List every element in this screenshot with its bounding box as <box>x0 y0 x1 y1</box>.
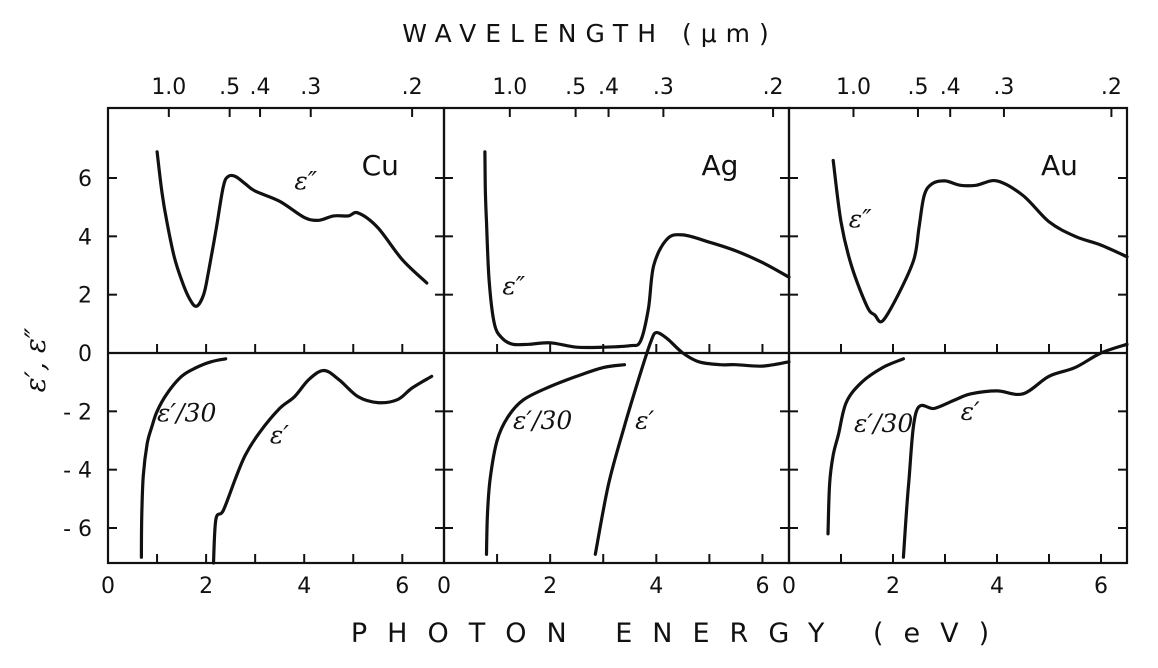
x-tick-label: 0 <box>782 574 796 599</box>
wavelength-tick-label: 1.0 <box>151 75 186 100</box>
wavelength-tick-label: .5 <box>219 75 240 100</box>
y-tick-label: 0 <box>78 342 92 367</box>
curve-au-eps2 <box>831 158 1129 324</box>
curve-label-eps2: ε″ <box>849 205 872 234</box>
wavelength-tick-label: .3 <box>993 75 1014 100</box>
wavelength-tick-label: .3 <box>653 75 674 100</box>
y-tick-label: 2 <box>78 284 92 309</box>
y-tick-label: 6 <box>78 167 92 192</box>
curve-label-eps2: ε″ <box>294 167 317 196</box>
x-tick-label: 6 <box>755 574 769 599</box>
curve-label-eps1-over-30: ε′/30 <box>513 406 572 435</box>
curve-label-eps1-over-30: ε′/30 <box>854 409 913 438</box>
wavelength-tick-label: .4 <box>940 75 961 100</box>
panel-label-au: Au <box>1041 149 1078 182</box>
x-tick-label: 4 <box>990 574 1004 599</box>
x-tick-label: 6 <box>395 574 409 599</box>
curve-cu-eps1-over-30 <box>139 357 228 559</box>
wavelength-tick-label: .4 <box>598 75 619 100</box>
x-tick-label: 2 <box>199 574 213 599</box>
panel-cu: 0 2 4 6 1.0 .5 .4 .3 .2 Cu ε″ ε′/30 ε′ <box>101 75 446 599</box>
curve-ag-eps1-over-30 <box>484 363 627 556</box>
x-tick-label: 0 <box>101 574 115 599</box>
x-tick-label: 4 <box>649 574 663 599</box>
x-tick-label: 6 <box>1094 574 1108 599</box>
wavelength-tick-label: .4 <box>250 75 271 100</box>
curve-label-eps2: ε″ <box>502 272 525 301</box>
curve-label-eps1: ε′ <box>635 406 654 435</box>
y-tick-label: - 2 <box>63 400 92 425</box>
x-axis-title: PHOTON ENERGY (eV) <box>351 618 1009 649</box>
panel-ag: 0 2 4 6 1.0 .5 .4 .3 .2 Ag ε″ ε′/30 ε′ <box>437 75 791 599</box>
y-tick-label: - 4 <box>63 459 92 484</box>
wavelength-tick-label: .3 <box>300 75 321 100</box>
y-tick-label: 4 <box>78 225 92 250</box>
wavelength-tick-label: .5 <box>565 75 586 100</box>
x-tick-label: 2 <box>886 574 900 599</box>
panel-au: 0 2 4 6 1.0 .5 .4 .3 .2 Au ε″ ε′/30 ε′ <box>782 75 1129 599</box>
panel-label-cu: Cu <box>362 149 399 182</box>
curve-cu-eps1 <box>211 368 434 565</box>
curve-cu-eps2 <box>155 150 429 308</box>
y-tick-label: - 6 <box>63 517 92 542</box>
wavelength-tick-label: .2 <box>763 75 784 100</box>
x-tick-label: 4 <box>297 574 311 599</box>
wavelength-tick-label: .5 <box>907 75 928 100</box>
wavelength-tick-label: .2 <box>402 75 423 100</box>
chart-title: WAVELENGTH (μm) <box>402 19 777 48</box>
curve-label-eps1-over-30: ε′/30 <box>157 399 216 428</box>
x-tick-label: 0 <box>437 574 451 599</box>
curve-label-eps1: ε′ <box>961 397 980 426</box>
wavelength-tick-label: .2 <box>1101 75 1122 100</box>
y-axis-title: ε′, ε″ <box>19 327 52 392</box>
panel-label-ag: Ag <box>702 149 739 182</box>
x-tick-label: 2 <box>543 574 557 599</box>
curve-ag-eps1 <box>593 330 791 556</box>
curve-au-eps1 <box>901 342 1129 559</box>
wavelength-tick-label: 1.0 <box>492 75 527 100</box>
curve-ag-eps2 <box>483 150 791 350</box>
panel-frame <box>787 106 1129 565</box>
wavelength-tick-label: 1.0 <box>836 75 871 100</box>
curve-label-eps1: ε′ <box>270 420 289 449</box>
curve-au-eps1-over-30 <box>826 357 905 536</box>
